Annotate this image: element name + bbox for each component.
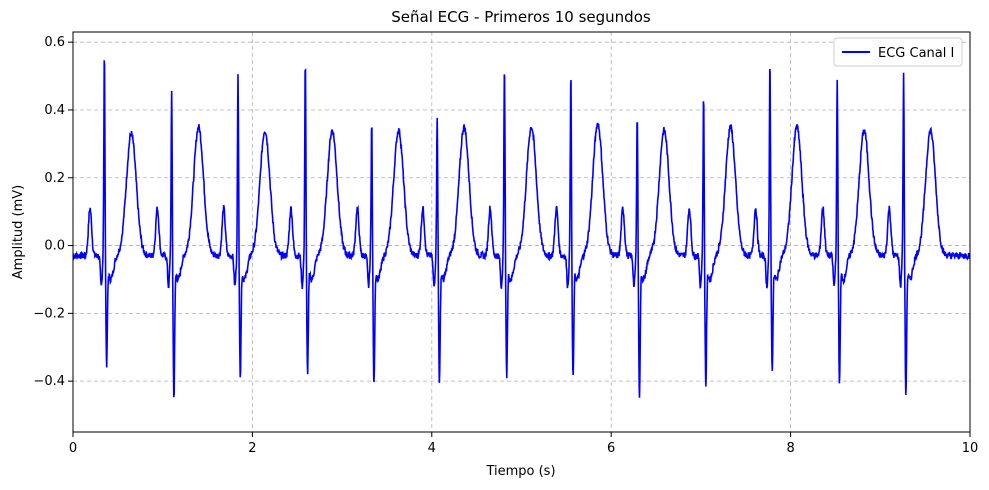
ecg-series-line [73, 60, 970, 398]
y-tick-label: −0.4 [33, 374, 65, 389]
y-tick-label: 0.2 [44, 171, 65, 186]
y-axis-label: Amplitud (mV) [11, 185, 26, 279]
chart-title: Señal ECG - Primeros 10 segundos [391, 8, 651, 26]
y-tick-label: −0.2 [33, 306, 65, 321]
x-tick-label: 8 [786, 441, 794, 456]
r-peak-point [103, 65, 106, 67]
r-peak-point [570, 85, 572, 88]
y-axis-ticks: −0.4 −0.2 0.0 0.2 0.4 0.6 [33, 35, 73, 389]
legend-box [833, 37, 963, 67]
r-peak-point [304, 71, 307, 74]
x-tick-label: 6 [607, 441, 615, 456]
x-tick-label: 10 [962, 441, 979, 456]
x-axis-label: Tiempo (s) [485, 464, 555, 479]
r-peak-point [702, 105, 705, 108]
x-tick-label: 2 [248, 441, 256, 456]
x-axis-ticks: 0 2 4 6 8 10 [69, 432, 978, 456]
r-peak-point [170, 105, 173, 108]
legend-label: ECG Canal I [878, 46, 954, 61]
legend: ECG Canal I [833, 37, 963, 67]
r-peak-point [370, 132, 373, 135]
r-peak-point [436, 129, 438, 132]
r-peak-point [636, 126, 639, 128]
y-tick-label: 0.6 [44, 35, 65, 50]
x-tick-label: 4 [428, 441, 436, 456]
r-peak-point [503, 75, 506, 77]
y-tick-label: 0.4 [44, 103, 65, 118]
grid-lines [72, 32, 971, 432]
plot-frame [72, 31, 971, 433]
x-tick-label: 0 [69, 441, 77, 456]
series-layer [73, 60, 970, 398]
r-peak-point [769, 75, 771, 77]
r-peak-point [237, 88, 239, 91]
r-peak-point [902, 88, 905, 91]
y-tick-label: 0.0 [44, 239, 65, 254]
r-peak-point [836, 95, 839, 98]
